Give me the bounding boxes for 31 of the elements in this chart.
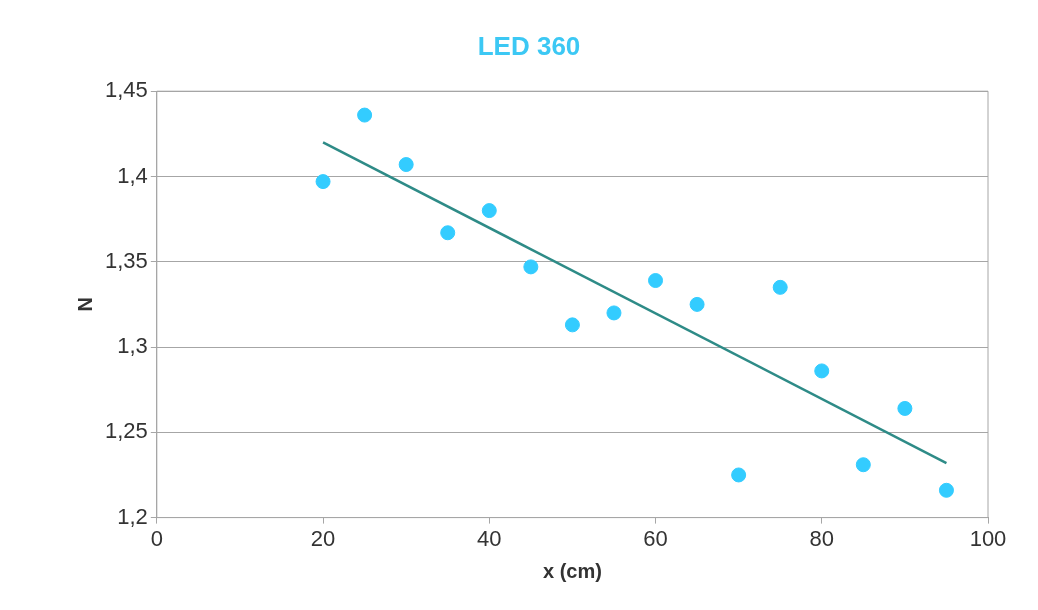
- x-axis-title: x (cm): [542, 559, 602, 582]
- y-tick-label: 1,2: [117, 503, 148, 529]
- point: [398, 157, 414, 173]
- point: [689, 296, 705, 312]
- point: [357, 107, 373, 123]
- x-tick-label: 80: [809, 525, 835, 551]
- y-tick-label: 1,25: [104, 418, 148, 444]
- point: [731, 467, 747, 483]
- x-tick-label: 100: [969, 525, 1007, 551]
- point: [481, 203, 497, 219]
- x-tick-label: 0: [150, 525, 163, 551]
- point: [606, 305, 622, 321]
- point: [523, 259, 539, 275]
- y-tick-label: 1,3: [117, 333, 148, 359]
- point: [938, 482, 954, 498]
- point: [564, 317, 580, 333]
- y-tick-label: 1,4: [117, 162, 148, 188]
- x-tick-label: 40: [477, 525, 502, 551]
- x-tick-label: 20: [310, 525, 336, 551]
- x-tick-label: 60: [643, 525, 668, 551]
- point: [648, 273, 664, 289]
- chart-title: LED 360: [477, 30, 581, 61]
- point: [814, 363, 830, 379]
- point: [855, 457, 871, 473]
- point: [440, 225, 456, 241]
- y-tick-label: 1,45: [104, 77, 148, 103]
- y-tick-label: 1,35: [104, 247, 148, 273]
- point: [772, 279, 788, 295]
- point: [897, 400, 913, 416]
- y-axis-title: N: [73, 297, 96, 312]
- point: [315, 174, 331, 190]
